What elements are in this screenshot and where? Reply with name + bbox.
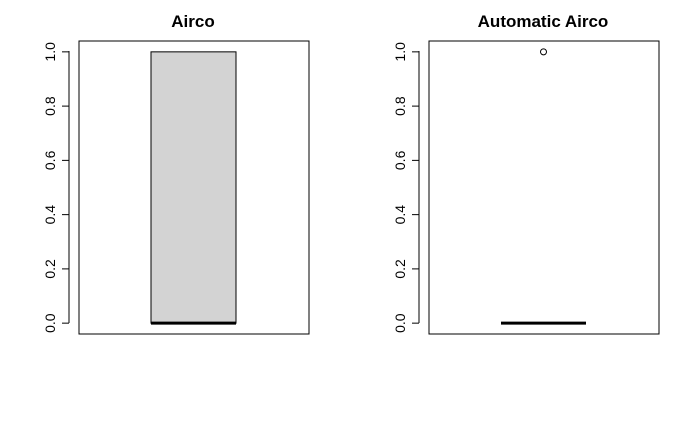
y-tick-label: 0.6 xyxy=(42,150,58,170)
box xyxy=(150,51,237,324)
chart-title: Airco xyxy=(171,12,214,31)
box-marks xyxy=(150,51,237,325)
box-marks xyxy=(501,48,586,325)
chart-title: Automatic Airco xyxy=(478,12,609,31)
y-tick-label: 0.4 xyxy=(392,205,408,225)
y-tick-label: 1.0 xyxy=(42,42,58,62)
y-tick-label: 0.2 xyxy=(42,259,58,279)
y-tick-label: 0.6 xyxy=(392,150,408,170)
y-tick-label: 0.0 xyxy=(42,313,58,333)
panel-airco: Airco 0.0 0.2 0.4 0.6 0.8 1.0 xyxy=(42,12,310,335)
y-tick-label: 0.8 xyxy=(42,96,58,116)
y-axis-ticks: 0.0 0.2 0.4 0.6 0.8 1.0 xyxy=(392,42,419,333)
y-tick-label: 0.8 xyxy=(392,96,408,116)
outlier-point xyxy=(540,48,547,56)
y-tick-label: 0.2 xyxy=(392,259,408,279)
y-tick-label: 0.0 xyxy=(392,313,408,333)
y-axis-ticks: 0.0 0.2 0.4 0.6 0.8 1.0 xyxy=(42,42,69,333)
y-tick-label: 1.0 xyxy=(392,42,408,62)
plot-frame xyxy=(428,40,660,335)
y-tick-label: 0.4 xyxy=(42,205,58,225)
plot-frame xyxy=(78,40,310,335)
panel-automatic-airco: Automatic Airco 0.0 0.2 0.4 0.6 0.8 1.0 xyxy=(392,12,660,335)
